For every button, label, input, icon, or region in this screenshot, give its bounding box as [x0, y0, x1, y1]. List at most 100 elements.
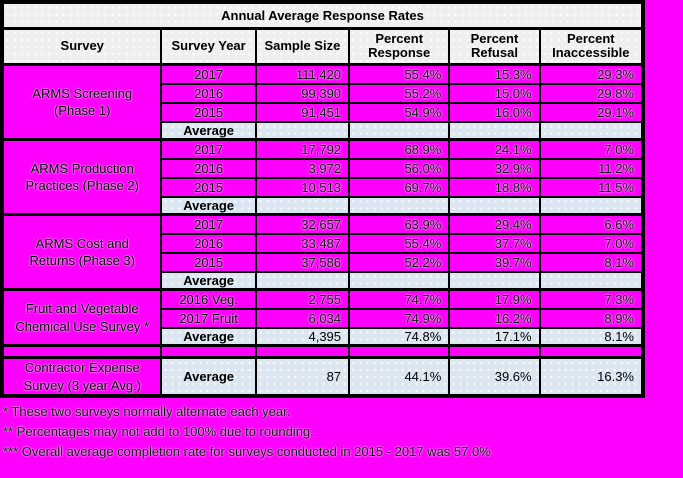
- average-sample-size-cell: [254, 120, 351, 141]
- footnote-alternate-years: * These two surveys normally alternate e…: [3, 404, 291, 420]
- footnote-overall-completion-rate: *** Overall average completion rate for …: [3, 444, 491, 460]
- spacer-cell: [254, 344, 351, 359]
- table-row: 2017 Fruit 6,034 74.9% 16.2% 8.9%: [2, 307, 645, 329]
- percent-refusal-cell: 24.1%: [448, 138, 541, 160]
- average-percent-refusal-cell: 17.1%: [448, 326, 541, 347]
- percent-inaccessible-cell: 7.0%: [538, 232, 645, 254]
- percent-inaccessible-cell: 11.5%: [538, 176, 645, 198]
- percent-inaccessible-cell: 29.1%: [538, 101, 645, 123]
- percent-response-cell: 74.9%: [348, 307, 451, 329]
- year-cell: 2016: [160, 157, 257, 179]
- average-percent-refusal-cell: [448, 195, 541, 216]
- average-label: Average: [160, 270, 257, 291]
- table-row: 2015 37,586 52.2% 39.7% 8.1%: [2, 251, 645, 273]
- percent-response-cell: 55.2%: [348, 82, 451, 104]
- column-header-percent-response: Percent Response: [348, 27, 451, 67]
- percent-inaccessible-cell: 7.3%: [538, 288, 645, 310]
- footnote-rounding: ** Percentages may not add to 100% due t…: [3, 424, 314, 440]
- average-label: Average: [160, 195, 257, 216]
- average-sample-size-cell: 4,395: [254, 326, 351, 347]
- column-header-row: Survey Survey Year Sample Size Percent R…: [0, 27, 645, 67]
- contractor-expense-row: Contractor Expense Survey (3 year Avg.) …: [0, 356, 645, 398]
- sample-size-cell: 17,792: [254, 138, 351, 160]
- year-cell: 2017: [160, 213, 257, 235]
- table-row: 2015 10,513 69.7% 18.8% 11.5%: [2, 176, 645, 198]
- table-title-row: Annual Average Response Rates: [1, 1, 644, 30]
- spacer-cell: [348, 344, 451, 359]
- percent-inaccessible-cell: 7.0%: [538, 138, 645, 160]
- sample-size-cell: 32,657: [254, 213, 351, 235]
- average-percent-response-cell: [348, 195, 451, 216]
- average-percent-inaccessible-cell: [538, 120, 645, 141]
- percent-inaccessible-cell: 29.8%: [538, 82, 645, 104]
- average-sample-size-cell: 87: [254, 356, 351, 398]
- sample-size-cell: 37,586: [254, 251, 351, 273]
- table-row: ARMS Cost and Returns (Phase 3) 2017 32,…: [0, 213, 645, 291]
- average-percent-inaccessible-cell: [538, 195, 645, 216]
- percent-refusal-cell: 16.2%: [448, 307, 541, 329]
- survey-name-arms-screening: ARMS Screening (Phase 1): [0, 63, 163, 141]
- spacer-row: [0, 344, 645, 359]
- survey-name-contractor-expense: Contractor Expense Survey (3 year Avg.): [0, 356, 163, 398]
- table-row: 2016 3,972 56.0% 32.9% 11.2%: [2, 157, 645, 179]
- survey-name-arms-production: ARMS Production Practices (Phase 2): [0, 138, 163, 216]
- percent-refusal-cell: 18.8%: [448, 176, 541, 198]
- average-percent-refusal-cell: [448, 120, 541, 141]
- column-header-percent-refusal: Percent Refusal: [448, 27, 541, 67]
- year-cell: 2015: [160, 101, 257, 123]
- percent-refusal-cell: 15.3%: [448, 63, 541, 85]
- spacer-cell: [0, 344, 163, 359]
- average-row: Average: [2, 195, 645, 216]
- year-cell: 2017: [160, 63, 257, 85]
- table-row: 2016 33,487 55.4% 37.7% 7.0%: [2, 232, 645, 254]
- sample-size-cell: 3,972: [254, 157, 351, 179]
- table-row: 2016 99,390 55.2% 15.0% 29.8%: [2, 82, 645, 104]
- percent-response-cell: 55.4%: [348, 232, 451, 254]
- average-percent-response-cell: [348, 120, 451, 141]
- percent-inaccessible-cell: 29.3%: [538, 63, 645, 85]
- percent-refusal-cell: 29.4%: [448, 213, 541, 235]
- average-label: Average: [160, 120, 257, 141]
- table-title: Annual Average Response Rates: [1, 1, 644, 30]
- average-percent-refusal-cell: [448, 270, 541, 291]
- average-percent-inaccessible-cell: [538, 270, 645, 291]
- percent-refusal-cell: 16.0%: [448, 101, 541, 123]
- percent-response-cell: 69.7%: [348, 176, 451, 198]
- percent-inaccessible-cell: 11.2%: [538, 157, 645, 179]
- footnotes: * These two surveys normally alternate e…: [3, 402, 683, 462]
- percent-inaccessible-cell: 8.9%: [538, 307, 645, 329]
- survey-name-fruit-vegetable: Fruit and Vegetable Chemical Use Survey …: [0, 288, 163, 347]
- spacer-cell: [160, 344, 257, 359]
- sample-size-cell: 111,420: [254, 63, 351, 85]
- percent-response-cell: 54.9%: [348, 101, 451, 123]
- table-row: Fruit and Vegetable Chemical Use Survey …: [0, 288, 645, 347]
- table-row: ARMS Screening (Phase 1) 2017 111,420 55…: [0, 63, 645, 141]
- sample-size-cell: 6,034: [254, 307, 351, 329]
- column-header-percent-inaccessible: Percent Inaccessible: [538, 27, 645, 67]
- year-cell: 2017: [160, 138, 257, 160]
- year-cell: 2016: [160, 82, 257, 104]
- percent-refusal-cell: 32.9%: [448, 157, 541, 179]
- response-rates-table: Annual Average Response Rates Survey Sur…: [0, 0, 645, 399]
- column-header-survey-year: Survey Year: [160, 27, 257, 67]
- year-cell: 2015: [160, 176, 257, 198]
- average-label: Average: [160, 326, 257, 347]
- average-percent-response-cell: [348, 270, 451, 291]
- average-percent-inaccessible-cell: 8.1%: [538, 326, 645, 347]
- percent-response-cell: 55.4%: [348, 63, 451, 85]
- sample-size-cell: 91,451: [254, 101, 351, 123]
- percent-response-cell: 74.7%: [348, 288, 451, 310]
- average-row: Average: [2, 270, 645, 291]
- average-percent-refusal-cell: 39.6%: [448, 356, 541, 398]
- average-row: Average: [2, 120, 645, 141]
- percent-response-cell: 63.9%: [348, 213, 451, 235]
- spacer-cell: [538, 344, 645, 359]
- column-header-sample-size: Sample Size: [254, 27, 351, 67]
- year-cell: 2016: [160, 232, 257, 254]
- average-label: Average: [160, 356, 257, 398]
- percent-refusal-cell: 37.7%: [448, 232, 541, 254]
- sample-size-cell: 2,755: [254, 288, 351, 310]
- percent-refusal-cell: 15.0%: [448, 82, 541, 104]
- table-row: 2015 91,451 54.9% 16.0% 29.1%: [2, 101, 645, 123]
- sample-size-cell: 33,487: [254, 232, 351, 254]
